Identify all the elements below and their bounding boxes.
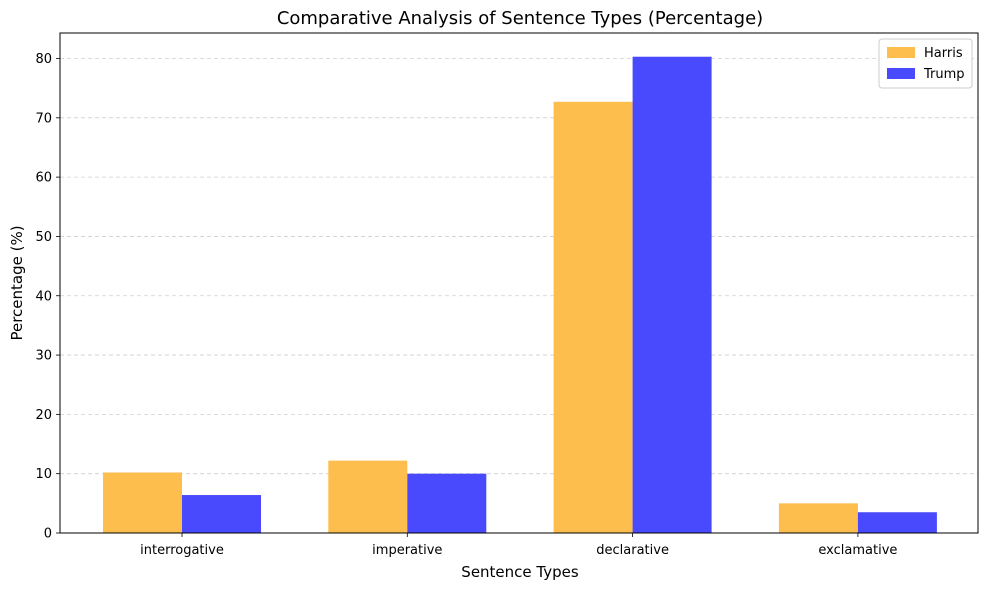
x-axis-title: Sentence Types (461, 563, 579, 581)
legend-label-harris: Harris (924, 46, 963, 61)
y-tick-label: 60 (35, 171, 52, 186)
x-tick-label: interrogative (140, 543, 224, 558)
y-tick-label: 40 (35, 289, 52, 304)
legend-label-trump: Trump (923, 67, 965, 82)
y-tick-label: 70 (35, 111, 52, 126)
x-tick-label: declarative (596, 543, 669, 558)
y-tick-label: 10 (35, 467, 52, 482)
chart-title: Comparative Analysis of Sentence Types (… (277, 8, 763, 29)
bar-harris-exclamative (778, 503, 858, 533)
y-tick-label: 0 (44, 527, 52, 542)
bar-harris-imperative (328, 460, 408, 533)
y-axis-title: Percentage (%) (8, 225, 26, 340)
bar-harris-declarative (553, 101, 633, 534)
legend-swatch-harris (887, 47, 915, 58)
x-tick-label: exclamative (818, 543, 897, 558)
y-tick-label: 20 (35, 408, 52, 423)
bar-trump-imperative (407, 473, 487, 533)
y-tick-label: 30 (35, 349, 52, 364)
bar-trump-exclamative (857, 512, 937, 533)
legend-swatch-trump (887, 68, 915, 79)
bar-trump-declarative (632, 56, 712, 533)
y-tick-label: 80 (35, 52, 52, 67)
bar-trump-interrogative (182, 495, 261, 533)
bar-harris-interrogative (103, 472, 182, 533)
y-tick-label: 50 (35, 230, 52, 245)
plot-frame (59, 32, 979, 534)
x-tick-label: imperative (372, 543, 442, 558)
